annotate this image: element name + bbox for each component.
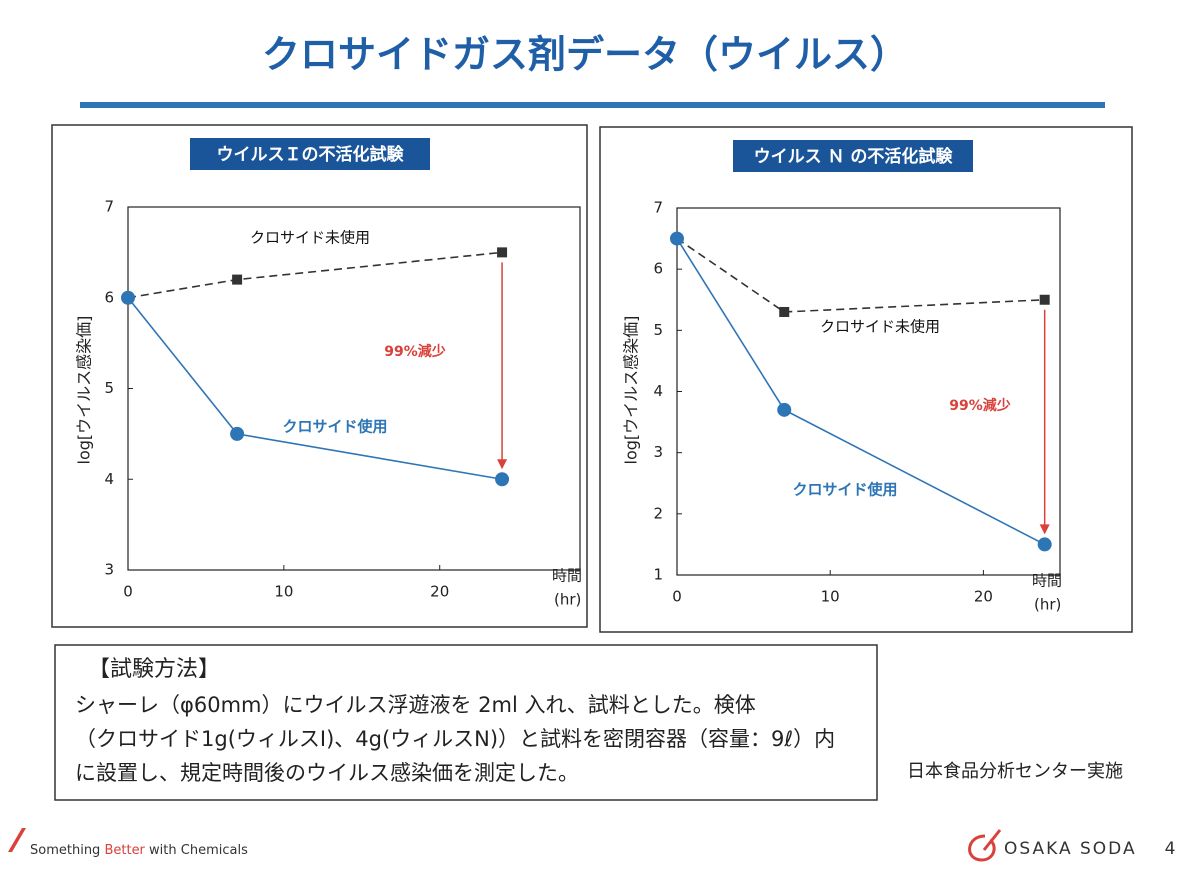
marker: [497, 247, 508, 258]
y-tick-label: 6: [653, 260, 663, 278]
marker: [495, 472, 510, 487]
credit: 日本食品分析センター実施: [907, 761, 1123, 782]
chart-title: ウイルスＩの不活化試験: [217, 144, 405, 165]
slogan-part: with Chemicals: [145, 843, 248, 858]
method-box: [54, 644, 878, 801]
chart-frame: [599, 126, 1133, 633]
x-axis-label: 時間: [1032, 572, 1062, 590]
arrow-head: [497, 459, 508, 470]
y-axis-label: log[ウイルス感染価]: [75, 316, 94, 465]
series-label: クロサイド使用: [792, 481, 897, 499]
marker: [1039, 294, 1050, 305]
y-tick-label: 4: [104, 470, 114, 488]
y-tick-label: 1: [653, 566, 663, 584]
y-tick-label: 3: [653, 443, 663, 461]
slogan: Something Better with Chemicals: [30, 843, 248, 858]
method-line: （クロサイド1g(ウィルスI)、4g(ウィルスN)）と試料を密閉容器（容量：9ℓ…: [75, 727, 835, 751]
x-axis-label: 時間: [552, 567, 582, 585]
annotation: 99%減少: [384, 343, 446, 360]
series-label: クロサイド使用: [282, 418, 387, 436]
series-line: [127, 251, 503, 299]
page-number: 4: [1165, 839, 1176, 859]
marker: [1037, 537, 1052, 552]
method-line: シャーレ（φ60mm）にウイルス浮遊液を 2ml 入れ、試料とした。検体: [75, 693, 756, 717]
logo-mark: [968, 829, 1002, 862]
slogan-part: Something: [30, 843, 104, 858]
marker: [670, 231, 684, 246]
slogan-part: Better: [104, 843, 145, 858]
x-axis-unit: (hr): [1034, 596, 1061, 614]
chart-title: ウイルス Ｎ の不活化試験: [754, 146, 954, 167]
y-tick-label: 5: [104, 379, 114, 397]
x-tick-label: 20: [430, 583, 449, 601]
series-line: [676, 237, 1045, 313]
title-rule: [80, 102, 1105, 108]
chart-title-bg: [190, 138, 430, 170]
series-label: クロサイド未使用: [820, 318, 940, 336]
plot-area: [127, 206, 581, 571]
series-line: [676, 238, 1046, 546]
y-tick-label: 2: [653, 504, 663, 522]
annotation: 99%減少: [949, 397, 1011, 414]
marker: [232, 274, 243, 285]
y-tick-label: 3: [104, 561, 114, 579]
method-heading: 【試験方法】: [88, 657, 220, 682]
x-tick-label: 20: [974, 588, 993, 606]
logo-text: OSAKA SODA: [1004, 839, 1137, 859]
y-tick-label: 7: [104, 198, 114, 216]
y-tick-label: 6: [104, 288, 114, 306]
series-label: クロサイド未使用: [250, 229, 370, 247]
x-tick-label: 10: [274, 583, 293, 601]
plot-area: [676, 207, 1061, 576]
y-tick-label: 7: [653, 199, 663, 217]
marker: [230, 426, 245, 441]
x-tick-label: 0: [123, 583, 133, 601]
y-tick-label: 5: [653, 321, 663, 339]
x-tick-label: 10: [821, 588, 840, 606]
marker: [777, 402, 792, 417]
footer-slash: [8, 828, 26, 852]
chart-frame: [51, 124, 588, 628]
y-axis-label: log[ウイルス感染価]: [622, 316, 641, 465]
x-tick-label: 0: [672, 588, 682, 606]
x-axis-unit: (hr): [554, 591, 581, 609]
arrow-head: [1039, 524, 1050, 535]
slide-title: クロサイドガス剤データ（ウイルス）: [262, 33, 908, 77]
series-line: [127, 297, 503, 481]
method-line: に設置し、規定時間後のウイルス感染価を測定した。: [75, 761, 579, 785]
chart-title-bg: [733, 140, 973, 172]
marker: [121, 290, 135, 305]
y-tick-label: 4: [653, 382, 663, 400]
marker: [779, 306, 790, 317]
